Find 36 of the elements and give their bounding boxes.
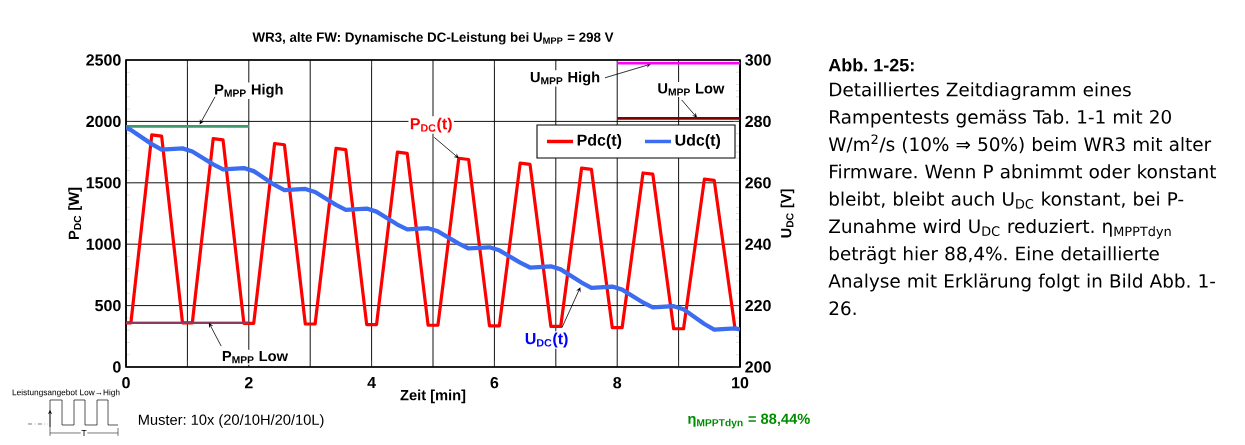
- annotation: U$_{DC}$(t): [525, 332, 568, 348]
- y-tick-label: 1500: [86, 177, 121, 189]
- y2-axis-title: U$_{DC}$ [V]: [780, 189, 795, 238]
- y2-tick-label: 220: [745, 299, 771, 312]
- text: Detailliertes Zeitdiagramm eines Rampentests gemäss Tab. 1-1 mit 20 W/m$^{2}$/s (10% ⇒ 50%) beim WR3 mit alter Firmware. Wenn P abnimmt oder konstant bleibt, bleibt auch U$_{DC}$ konstant, bei P-Zunahme wird U$_{DC}$ reduziert. η$_{MPPTdyn}$ beträgt hier 88,4%. Eine detaillierte Analyse mit Erklärung folgt in Bild Abb. 1-26.: [828, 82, 1217, 316]
- caption: Abb. 1-25:: [828, 58, 914, 72]
- x-tick-label: 10: [732, 377, 749, 389]
- y2-tick-label: 240: [745, 238, 771, 250]
- y2-tick-label: 280: [745, 115, 771, 128]
- y-tick-label: 1000: [86, 238, 121, 250]
- annotation: P$_{DC}$(t): [410, 117, 452, 133]
- x-tick-label: 8: [613, 377, 622, 389]
- x-tick-label: 4: [367, 377, 376, 389]
- x-tick-label: 0: [122, 377, 130, 389]
- y-tick-label: 2500: [86, 54, 121, 66]
- x-axis-title: Zeit [min]: [400, 389, 466, 404]
- legend-label: Udc(t): [675, 134, 721, 149]
- x-tick-label: 6: [490, 377, 499, 389]
- y-tick-label: 2000: [86, 115, 121, 128]
- legend-label: Pdc(t): [577, 134, 622, 149]
- annotation: P$_{MPP}$ High: [215, 83, 283, 98]
- y2-tick-label: 200: [745, 361, 771, 373]
- y2-tick-label: 260: [745, 177, 771, 189]
- chart-title: WR3, alte FW: Dynamische DC-Leistung bei U$_{MPP}$ = 298 V: [252, 32, 614, 45]
- y-tick-label: 500: [95, 299, 121, 312]
- text: Muster: 10x (20/10H/20/10L): [138, 414, 324, 428]
- annotation: U$_{MPP}$ High: [530, 71, 600, 86]
- text: Leistungsangebot Low→High: [12, 389, 120, 397]
- text: T: [81, 430, 87, 436]
- y-tick-label: 0: [113, 361, 121, 373]
- annotation: P$_{MPP}$ Low: [222, 351, 289, 364]
- y2-tick-label: 300: [745, 54, 771, 66]
- x-tick-label: 2: [244, 377, 253, 389]
- text: η$_{MPPTdyn}$ = 88,44%: [688, 413, 810, 429]
- annotation: U$_{MPP}$ Low: [658, 83, 725, 96]
- y-axis-title: P$_{DC}$ [W]: [68, 187, 82, 239]
